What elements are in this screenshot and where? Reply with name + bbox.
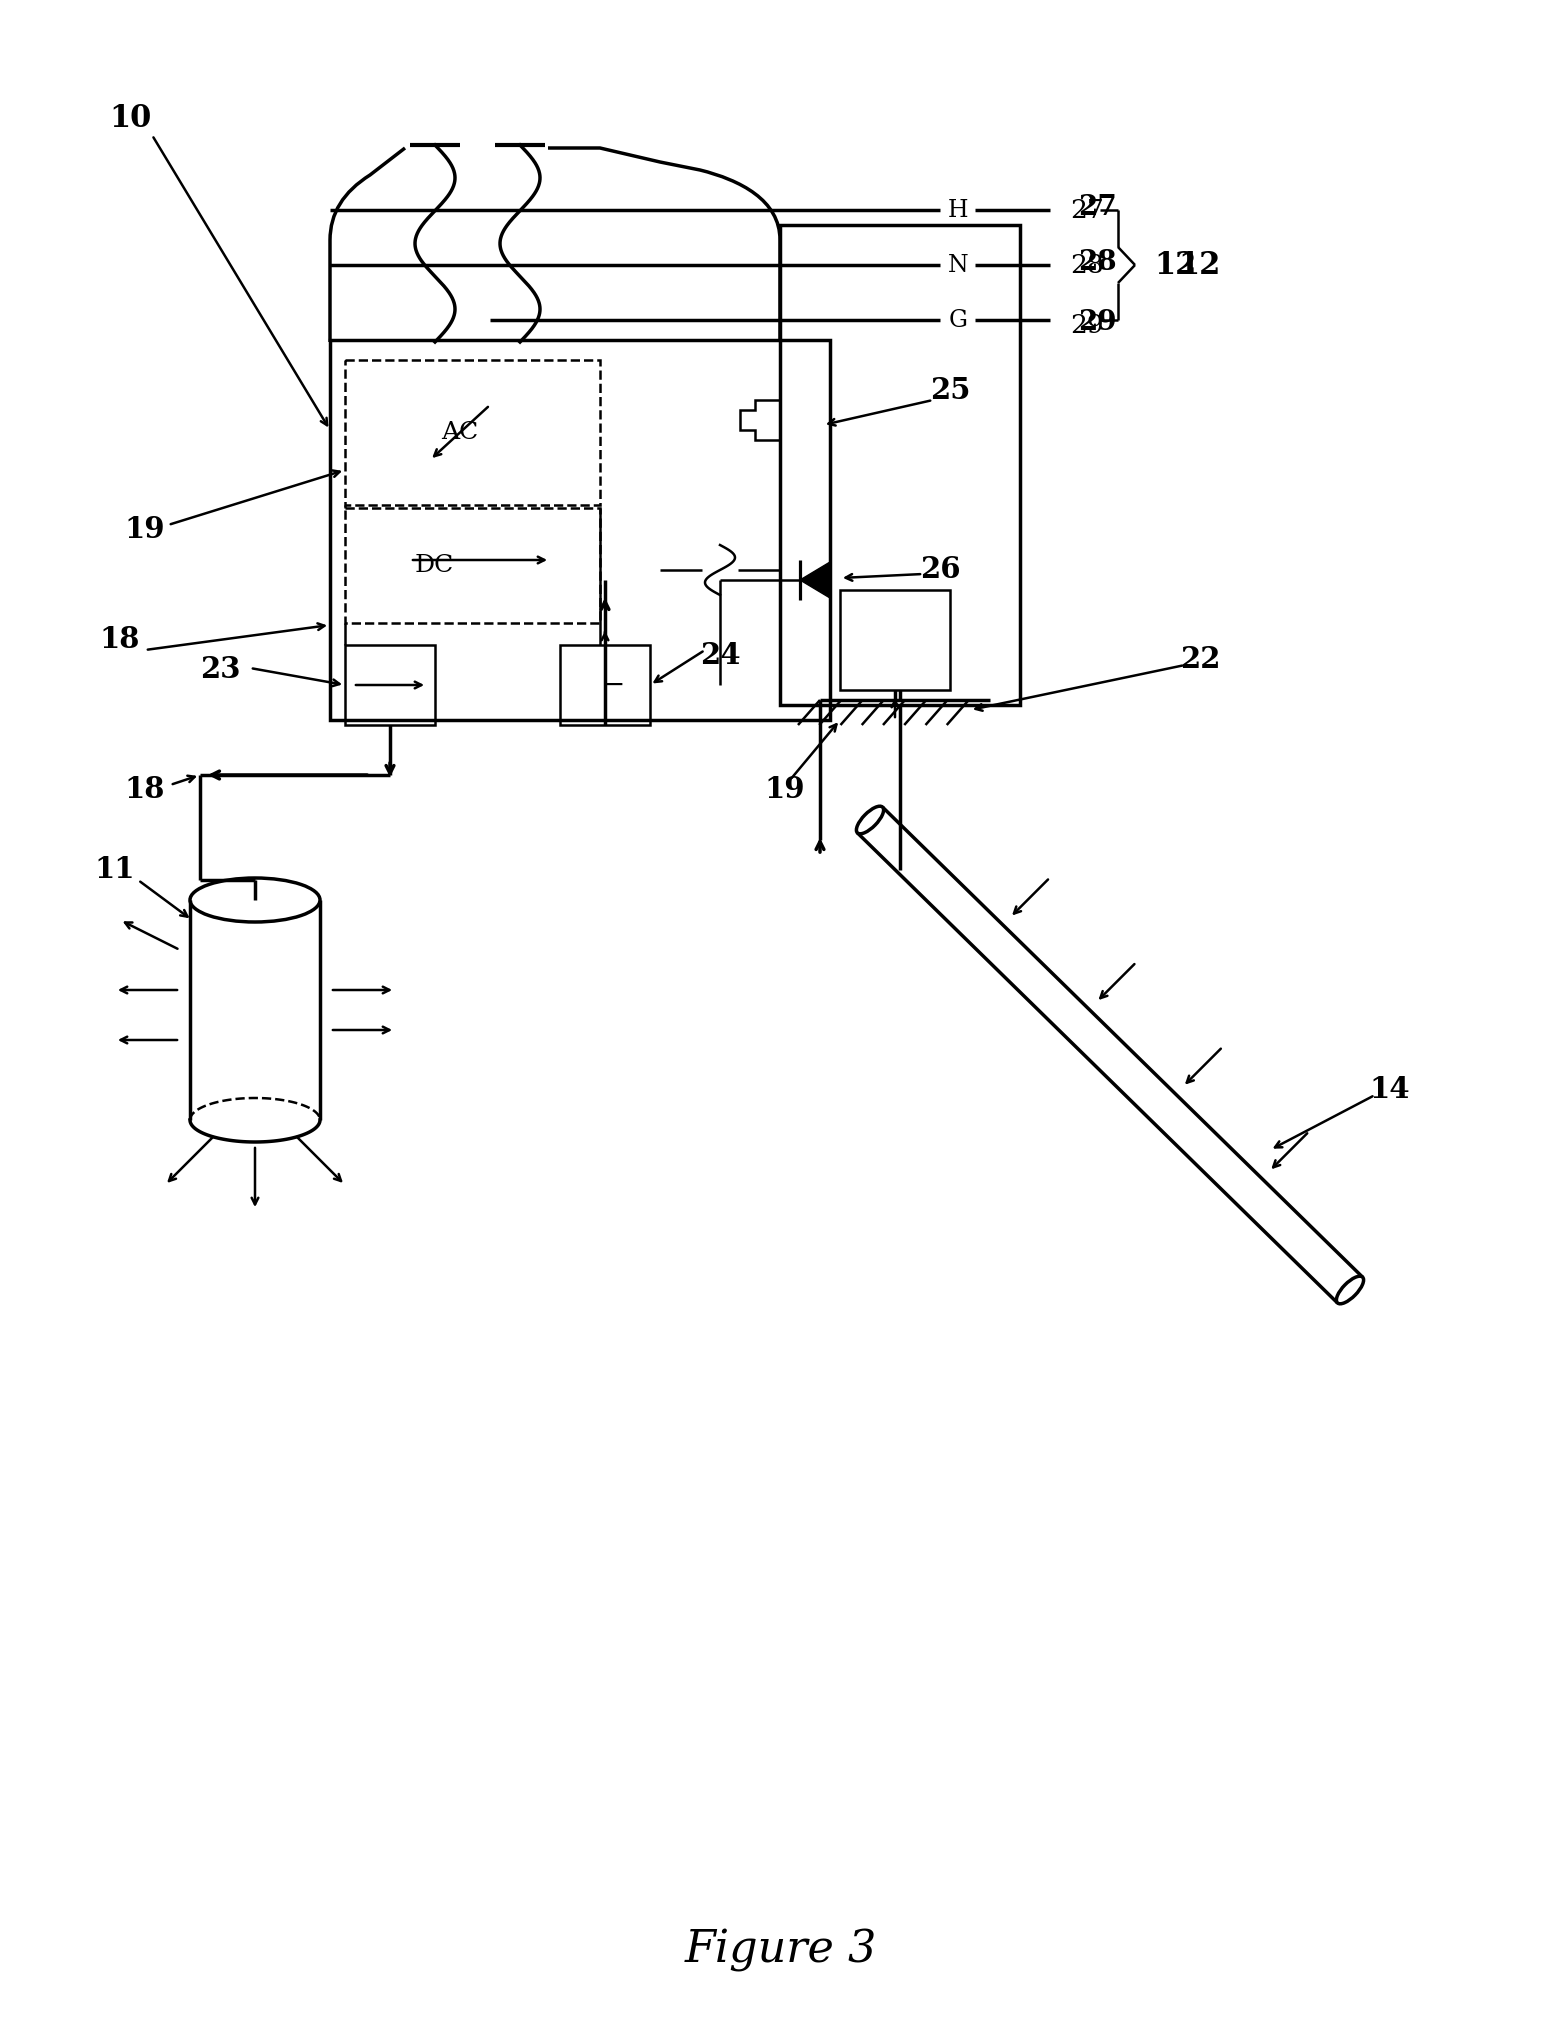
Bar — [345, 508, 600, 623]
Text: 27: 27 — [1078, 193, 1116, 221]
Bar — [345, 359, 600, 505]
Text: N: N — [947, 254, 969, 276]
Text: −: − — [602, 672, 625, 698]
Text: 29: 29 — [1078, 309, 1116, 335]
Text: 29: 29 — [1071, 313, 1103, 337]
Ellipse shape — [1336, 1277, 1363, 1303]
Text: 19: 19 — [764, 775, 805, 804]
Polygon shape — [800, 562, 830, 599]
Text: 23: 23 — [200, 656, 241, 684]
Text: 19: 19 — [125, 516, 166, 544]
Bar — [345, 646, 435, 725]
Bar — [560, 646, 650, 725]
Ellipse shape — [857, 806, 883, 834]
Bar — [780, 225, 1021, 704]
Text: 12: 12 — [1179, 250, 1221, 280]
Text: 28: 28 — [1071, 252, 1103, 278]
Text: AC: AC — [441, 420, 478, 445]
Text: 18: 18 — [100, 625, 141, 654]
Text: 24: 24 — [700, 641, 741, 670]
Text: H: H — [947, 199, 967, 221]
Text: DC: DC — [414, 554, 453, 577]
Bar — [330, 339, 830, 721]
Text: 25: 25 — [930, 376, 971, 404]
Text: 12: 12 — [1153, 250, 1196, 280]
Text: G: G — [949, 309, 967, 331]
Text: 22: 22 — [1180, 646, 1221, 674]
Text: 28: 28 — [1078, 248, 1116, 276]
Text: Figure 3: Figure 3 — [685, 1928, 877, 1971]
Bar — [839, 591, 950, 690]
Text: 26: 26 — [919, 556, 960, 585]
Text: 11: 11 — [95, 855, 136, 885]
Text: 27: 27 — [1071, 197, 1103, 223]
Text: 18: 18 — [125, 775, 166, 804]
Text: 10: 10 — [109, 102, 152, 134]
Text: 14: 14 — [1369, 1076, 1410, 1104]
